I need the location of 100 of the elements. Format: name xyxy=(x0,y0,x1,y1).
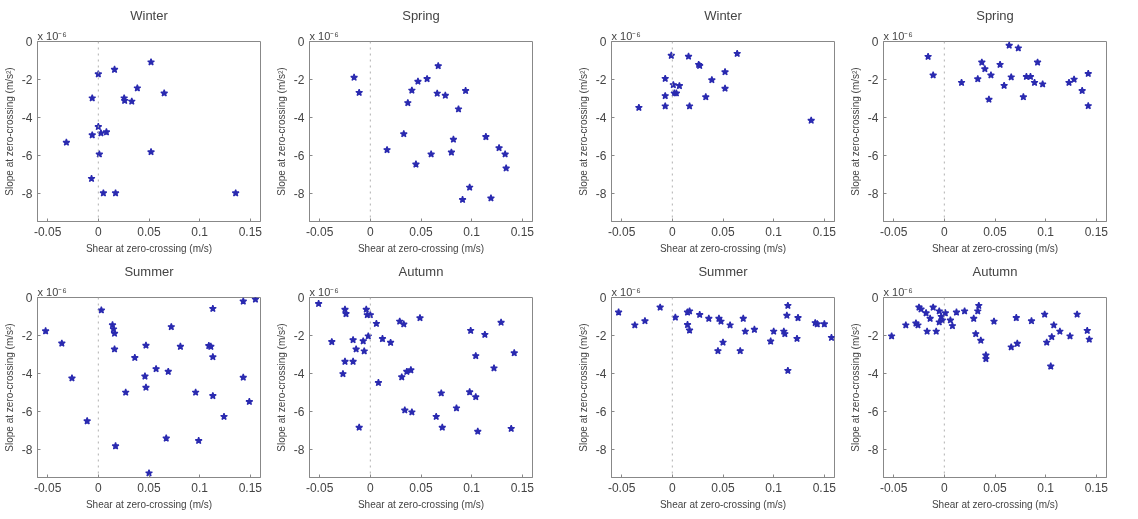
x-tick-label: 0.15 xyxy=(238,224,263,239)
x-tick-label: 0 xyxy=(940,480,948,495)
y-tick-label: -6 xyxy=(867,404,879,419)
chart-title: Winter xyxy=(704,7,743,23)
annotation: x 10⁻⁶ xyxy=(37,285,67,298)
y-tick-label: -8 xyxy=(293,442,305,457)
y-tick-label: -4 xyxy=(21,366,33,381)
y-tick-label: -8 xyxy=(595,186,607,201)
chart-title: Summer xyxy=(698,263,749,279)
x-tick-label: 0.05 xyxy=(137,480,161,495)
x-axis-title: Shear at zero-crossing (m/s) xyxy=(357,498,485,510)
x-tick-label: 0.15 xyxy=(238,480,263,495)
x-tick-label: 0.05 xyxy=(711,480,735,495)
y-axis-title: Slope at zero-crossing (m/s²) xyxy=(577,67,589,196)
x-tick-label: 0.15 xyxy=(510,480,535,495)
y-tick-label: -4 xyxy=(595,366,607,381)
y-tick-label: 0 xyxy=(599,291,607,305)
y-axis-title: Slope at zero-crossing (m/s²) xyxy=(275,323,287,452)
y-tick-label: 0 xyxy=(599,35,607,49)
y-tick-label: -2 xyxy=(21,328,33,343)
y-tick-label: -8 xyxy=(867,442,879,457)
y-tick-label: -6 xyxy=(595,404,607,419)
y-tick-label: -2 xyxy=(293,328,305,343)
annotation: x 10⁻⁶ xyxy=(309,285,339,298)
y-tick-label: -2 xyxy=(595,328,607,343)
x-tick-label: 0.15 xyxy=(1084,480,1109,495)
y-tick-label: 0 xyxy=(25,35,33,49)
x-tick-label: 0.15 xyxy=(510,224,535,239)
annotation: x 10⁻⁶ xyxy=(37,29,67,42)
x-tick-label: 0 xyxy=(366,480,374,495)
x-tick-label: 0 xyxy=(366,224,374,239)
y-axis-title: Slope at zero-crossing (m/s²) xyxy=(577,323,589,452)
chart-title: Winter xyxy=(130,7,169,23)
y-tick-label: -6 xyxy=(21,148,33,163)
y-tick-label: -2 xyxy=(867,328,879,343)
x-tick-label: -0.05 xyxy=(879,224,908,239)
y-tick-label: -2 xyxy=(867,72,879,87)
x-tick-label: 0.1 xyxy=(765,480,783,495)
annotation: x 10⁻⁶ xyxy=(883,29,913,42)
y-axis-title: Slope at zero-crossing (m/s²) xyxy=(275,67,287,196)
x-axis-title: Shear at zero-crossing (m/s) xyxy=(659,242,787,254)
x-tick-label: -0.05 xyxy=(879,480,908,495)
x-tick-label: 0.1 xyxy=(463,480,481,495)
y-tick-label: -6 xyxy=(293,404,305,419)
y-tick-label: -6 xyxy=(867,148,879,163)
y-tick-label: 0 xyxy=(297,291,305,305)
y-tick-label: -4 xyxy=(867,110,879,125)
chart-title: Autumn xyxy=(398,263,444,279)
x-axis-title: Shear at zero-crossing (m/s) xyxy=(85,242,213,254)
y-axis-title: Slope at zero-crossing (m/s²) xyxy=(849,67,861,196)
y-tick-label: -4 xyxy=(595,110,607,125)
y-axis-title: Slope at zero-crossing (m/s²) xyxy=(849,323,861,452)
x-axis-title: Shear at zero-crossing (m/s) xyxy=(931,498,1059,510)
chart-title: Spring xyxy=(402,7,440,23)
x-tick-label: 0.1 xyxy=(1037,224,1055,239)
y-tick-label: -2 xyxy=(293,72,305,87)
x-tick-label: 0.15 xyxy=(1084,224,1109,239)
y-tick-label: -4 xyxy=(867,366,879,381)
x-tick-label: 0.1 xyxy=(191,224,209,239)
y-tick-label: -8 xyxy=(867,186,879,201)
y-tick-label: -6 xyxy=(21,404,33,419)
chart-title: Spring xyxy=(976,7,1014,23)
y-tick-label: 0 xyxy=(871,35,879,49)
x-tick-label: 0.1 xyxy=(191,480,209,495)
chart-title: Summer xyxy=(124,263,175,279)
annotation: x 10⁻⁶ xyxy=(883,285,913,298)
x-tick-label: -0.05 xyxy=(305,480,334,495)
x-tick-label: 0.05 xyxy=(409,224,433,239)
x-axis-title: Shear at zero-crossing (m/s) xyxy=(85,498,213,510)
y-tick-label: -6 xyxy=(293,148,305,163)
y-tick-label: -8 xyxy=(21,442,33,457)
y-axis-title: Slope at zero-crossing (m/s²) xyxy=(3,323,15,452)
x-tick-label: 0 xyxy=(94,480,102,495)
x-tick-label: -0.05 xyxy=(305,224,334,239)
y-tick-label: 0 xyxy=(871,291,879,305)
x-axis-title: Shear at zero-crossing (m/s) xyxy=(931,242,1059,254)
y-tick-label: -8 xyxy=(595,442,607,457)
y-tick-label: -4 xyxy=(293,366,305,381)
x-tick-label: 0.05 xyxy=(711,224,735,239)
x-tick-label: 0.1 xyxy=(463,224,481,239)
x-tick-label: 0.15 xyxy=(812,224,837,239)
y-tick-label: -8 xyxy=(293,186,305,201)
x-tick-label: 0.15 xyxy=(812,480,837,495)
x-tick-label: -0.05 xyxy=(33,480,62,495)
x-tick-label: 0.05 xyxy=(983,480,1007,495)
x-tick-label: 0 xyxy=(668,224,676,239)
y-tick-label: -6 xyxy=(595,148,607,163)
x-tick-label: -0.05 xyxy=(607,480,636,495)
x-axis-title: Shear at zero-crossing (m/s) xyxy=(357,242,485,254)
x-tick-label: 0.05 xyxy=(409,480,433,495)
chart-title: Autumn xyxy=(972,263,1018,279)
x-tick-label: 0.1 xyxy=(1037,480,1055,495)
annotation: x 10⁻⁶ xyxy=(611,285,641,298)
x-tick-label: -0.05 xyxy=(607,224,636,239)
x-tick-label: 0 xyxy=(940,224,948,239)
annotation: x 10⁻⁶ xyxy=(309,29,339,42)
x-tick-label: 0.1 xyxy=(765,224,783,239)
annotation: x 10⁻⁶ xyxy=(611,29,641,42)
y-tick-label: 0 xyxy=(297,35,305,49)
y-tick-label: 0 xyxy=(25,291,33,305)
